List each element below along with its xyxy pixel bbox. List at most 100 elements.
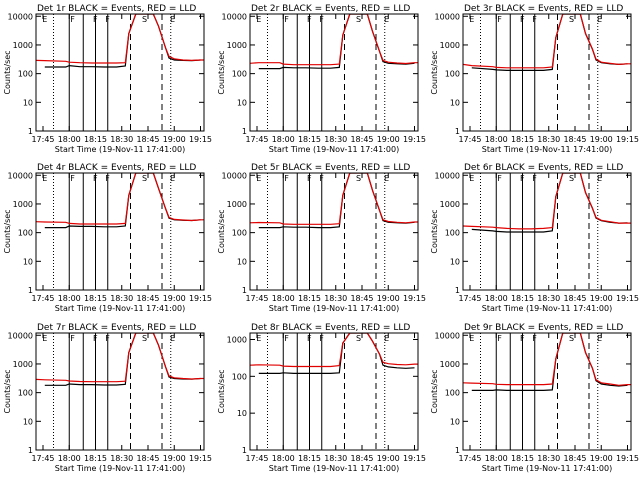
chart-title: Det 1r BLACK = Events, RED = LLD (37, 4, 196, 14)
y-tick-label: 100 (18, 70, 33, 79)
plot-frame (35, 13, 205, 132)
x-tick-label: 18:30 (324, 135, 347, 144)
y-tick-label: 100 (232, 372, 247, 381)
time-marker-label: E (170, 15, 175, 24)
time-marker-label: E (597, 174, 602, 183)
y-tick-label: 100 (445, 229, 460, 238)
y-tick-label: 10 (23, 257, 33, 266)
time-marker-label: F (497, 15, 502, 24)
y-tick-label: 1000 (13, 41, 33, 50)
y-tick-label: 10 (237, 98, 247, 107)
time-marker-label: E (42, 15, 47, 24)
x-tick-label: 19:15 (189, 294, 212, 303)
x-tick-label: 19:15 (189, 454, 212, 463)
time-marker-label: F (93, 15, 98, 24)
lld-series-line (250, 173, 418, 225)
x-axis-label: Start Time (19-Nov-11 17:41:00) (269, 304, 399, 313)
y-axis-label: Counts/sec (3, 209, 12, 253)
x-tick-label: 17:45 (245, 135, 268, 144)
y-tick-label: 10000 (435, 331, 460, 340)
x-tick-label: 19:15 (403, 454, 426, 463)
time-marker-label: E (469, 174, 474, 183)
x-tick-label: 17:45 (31, 294, 54, 303)
y-tick-label: 1 (455, 127, 460, 136)
time-marker-label: F (105, 334, 110, 343)
x-tick-label: 18:15 (84, 135, 107, 144)
time-marker-label: F (105, 174, 110, 183)
time-marker-label: F (520, 15, 525, 24)
time-marker-label: F (520, 174, 525, 183)
y-tick-label: 10 (450, 257, 460, 266)
time-marker-label: F (70, 174, 75, 183)
y-tick-label: 10 (450, 98, 460, 107)
x-tick-label: 18:30 (110, 294, 133, 303)
y-tick-label: 100 (18, 229, 33, 238)
x-tick-label: 18:00 (58, 135, 81, 144)
x-tick-label: 18:15 (511, 294, 534, 303)
x-tick-label: 18:45 (350, 454, 373, 463)
x-tick-label: 18:15 (298, 135, 321, 144)
y-tick-label: 10000 (435, 171, 460, 180)
y-tick-label: 1 (242, 286, 247, 295)
plot-frame (35, 172, 205, 291)
x-tick-label: 17:45 (245, 454, 268, 463)
lld-series-line (36, 333, 204, 383)
y-tick-label: 10 (237, 257, 247, 266)
time-marker-label: F (307, 334, 312, 343)
x-tick-label: 18:15 (511, 135, 534, 144)
x-tick-label: 18:00 (58, 294, 81, 303)
y-tick-label: 100 (445, 389, 460, 398)
y-tick-label: 1 (455, 446, 460, 455)
y-tick-label: 10 (237, 409, 247, 418)
x-axis-label: Start Time (19-Nov-11 17:41:00) (482, 304, 612, 313)
x-tick-label: 18:45 (350, 135, 373, 144)
y-tick-label: 1000 (440, 200, 460, 209)
x-tick-label: 18:30 (537, 454, 560, 463)
x-tick-label: 17:45 (458, 294, 481, 303)
events-series-line (471, 333, 628, 391)
x-tick-label: 19:00 (590, 454, 613, 463)
x-tick-label: 17:45 (31, 135, 54, 144)
x-tick-label: 18:45 (136, 454, 159, 463)
x-axis-label: Start Time (19-Nov-11 17:41:00) (482, 145, 612, 154)
time-marker-label: F (70, 334, 75, 343)
time-marker-label: F (532, 334, 537, 343)
time-marker-label: E (256, 15, 261, 24)
plot-frame (462, 332, 632, 451)
y-axis-label: Counts/sec (430, 209, 439, 253)
lld-series-line (463, 333, 631, 386)
y-tick-label: 1000 (13, 200, 33, 209)
x-tick-label: 18:15 (298, 454, 321, 463)
events-series-line (258, 333, 415, 374)
time-marker-label: F (319, 334, 324, 343)
y-tick-label: 100 (232, 70, 247, 79)
time-marker-label: E (256, 174, 261, 183)
x-tick-label: 18:00 (485, 454, 508, 463)
time-marker-label: E (170, 174, 175, 183)
time-marker-label: E (256, 334, 261, 343)
x-tick-label: 18:00 (272, 135, 295, 144)
plot-frame (462, 13, 632, 132)
time-marker-label: F (284, 174, 289, 183)
y-tick-label: 10000 (222, 12, 247, 21)
x-tick-label: 19:00 (377, 135, 400, 144)
y-tick-label: 10 (23, 98, 33, 107)
time-marker-label: F (520, 334, 525, 343)
plot-frame (249, 13, 419, 132)
chart-title: Det 4r BLACK = Events, RED = LLD (37, 163, 196, 173)
time-marker-label: F (284, 15, 289, 24)
x-tick-label: 18:15 (84, 294, 107, 303)
time-marker-label: F (497, 174, 502, 183)
x-axis-label: Start Time (19-Nov-11 17:41:00) (482, 464, 612, 473)
time-marker-label: S (569, 334, 574, 343)
events-series-line (44, 333, 201, 386)
x-tick-label: 19:00 (590, 135, 613, 144)
x-tick-label: 19:15 (403, 294, 426, 303)
time-marker-label: E (170, 334, 175, 343)
y-tick-label: 1 (455, 286, 460, 295)
y-tick-label: 100 (445, 70, 460, 79)
plot-frame (35, 332, 205, 451)
